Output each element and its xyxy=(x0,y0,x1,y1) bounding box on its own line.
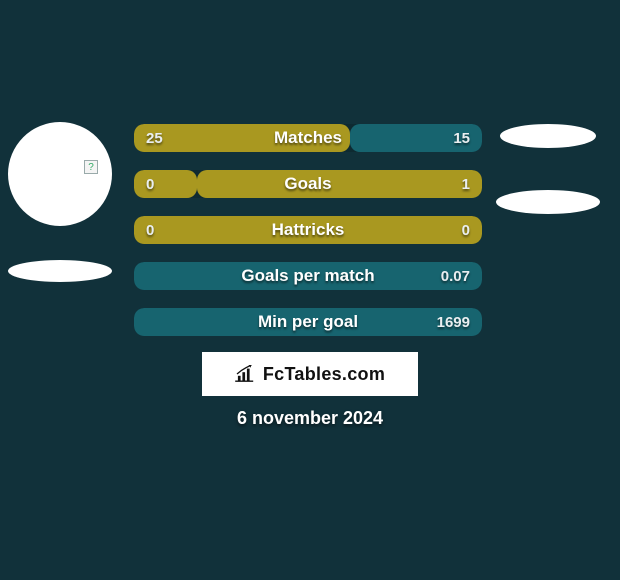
player-left: ? xyxy=(6,122,114,282)
stat-row-matches: 25 Matches 15 xyxy=(134,124,482,152)
watermark-text: FcTables.com xyxy=(263,364,385,385)
broken-image-icon: ? xyxy=(84,160,98,174)
date-line: 6 november 2024 xyxy=(0,408,620,429)
bar-chart-icon xyxy=(235,365,257,383)
stat-label: Hattricks xyxy=(134,216,482,244)
comparison-card: Ezequiel vs de Souza Miranda Club compet… xyxy=(0,0,620,580)
player-left-shadow xyxy=(8,260,112,282)
stat-right-value: 0 xyxy=(462,216,470,244)
stat-row-hattricks: 0 Hattricks 0 xyxy=(134,216,482,244)
player-right-avatar xyxy=(500,124,596,148)
stat-right-value: 1 xyxy=(462,170,470,198)
stat-label: Min per goal xyxy=(134,308,482,336)
player-right xyxy=(494,124,602,214)
player-left-avatar: ? xyxy=(8,122,112,226)
stat-bars: 25 Matches 15 0 Goals 1 0 Hattricks 0 Go… xyxy=(134,124,482,354)
stat-label: Goals per match xyxy=(134,262,482,290)
stat-row-goals: 0 Goals 1 xyxy=(134,170,482,198)
stat-right-value: 1699 xyxy=(437,308,470,336)
stat-label: Goals xyxy=(134,170,482,198)
player-right-shadow xyxy=(496,190,600,214)
stat-row-goals-per-match: Goals per match 0.07 xyxy=(134,262,482,290)
stat-right-value: 15 xyxy=(453,124,470,152)
watermark: FcTables.com xyxy=(202,352,418,396)
stat-right-value: 0.07 xyxy=(441,262,470,290)
stat-row-min-per-goal: Min per goal 1699 xyxy=(134,308,482,336)
stat-label: Matches xyxy=(134,124,482,152)
